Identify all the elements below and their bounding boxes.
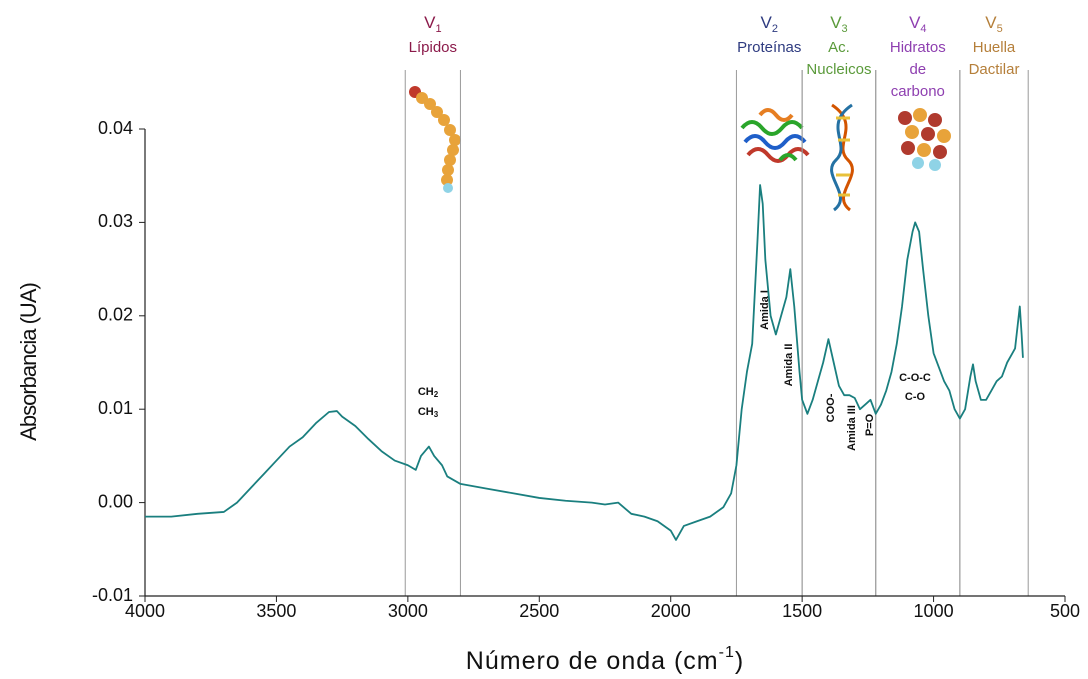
x-tick-label: 2000 <box>651 601 691 621</box>
annotation-text: CH <box>418 386 434 398</box>
region-symbol: V <box>761 13 773 32</box>
dna-icon <box>830 103 854 212</box>
carbohydrate-icon <box>898 108 951 171</box>
region-index: 4 <box>920 23 926 35</box>
lipid-icon <box>409 86 461 193</box>
annotation-text: CH <box>418 406 434 418</box>
region-symbol: V <box>830 13 842 32</box>
region-label: V4 <box>909 13 926 34</box>
annotation: Amida III <box>846 405 858 451</box>
region-label: V5 <box>985 13 1002 34</box>
y-axis-title: Absorbancia (UA) <box>16 283 41 441</box>
region-symbol: V <box>424 13 436 32</box>
y-tick-label: 0.01 <box>98 398 133 418</box>
region-name: carbono <box>891 83 945 100</box>
x-tick-label: 1500 <box>782 601 822 621</box>
region-symbol: V <box>909 13 921 32</box>
region-label: V2 <box>761 13 778 34</box>
region-name: Huella <box>973 39 1016 56</box>
region-name: Hidratos <box>890 39 946 56</box>
x-tick-label: 2500 <box>519 601 559 621</box>
annotation: COO- <box>825 393 837 422</box>
annotation: P=O <box>864 413 876 436</box>
x-tick-label: 4000 <box>125 601 165 621</box>
x-axis-title-text: Número de onda (cm <box>466 647 719 675</box>
y-tick-label: 0.03 <box>98 211 133 231</box>
annotation-sub: 2 <box>434 390 439 399</box>
annotation: C-O-C <box>899 372 931 384</box>
x-tick-label: 3000 <box>388 601 428 621</box>
x-tick-label: 500 <box>1050 601 1080 621</box>
region-label: V1 <box>424 13 441 34</box>
y-tick-label: 0.02 <box>98 305 133 325</box>
y-tick-label: -0.01 <box>92 585 133 605</box>
x-tick-label: 1000 <box>914 601 954 621</box>
region-index: 2 <box>772 23 778 35</box>
x-axis-title-end: ) <box>735 647 744 675</box>
x-axis-title-sup: -1 <box>719 644 735 661</box>
region-name: de <box>909 61 926 78</box>
x-axis-title: Número de onda (cm-1) <box>466 644 744 674</box>
region-index: 1 <box>435 23 441 35</box>
spectrum-line <box>145 184 1024 541</box>
y-tick-label: 0.04 <box>98 118 133 138</box>
annotation: CH3 <box>418 406 439 419</box>
region-name: Dactilar <box>969 61 1020 78</box>
region-symbol: V <box>985 13 997 32</box>
annotation: CH2 <box>418 386 439 399</box>
region-name: Nucleicos <box>806 61 871 78</box>
region-index: 3 <box>842 23 848 35</box>
region-label: V3 <box>830 13 847 34</box>
y-tick-label: 0.00 <box>98 491 133 511</box>
region-name: Ac. <box>828 39 850 56</box>
annotation: Amida II <box>783 344 795 387</box>
annotation-sub: 3 <box>434 410 439 419</box>
protein-icon <box>740 108 810 163</box>
annotation: Amida I <box>759 290 771 330</box>
region-name: Proteínas <box>737 39 801 56</box>
region-name: Lípidos <box>409 39 457 56</box>
x-tick-label: 3500 <box>256 601 296 621</box>
region-index: 5 <box>997 23 1003 35</box>
annotation: C-O <box>905 391 926 403</box>
